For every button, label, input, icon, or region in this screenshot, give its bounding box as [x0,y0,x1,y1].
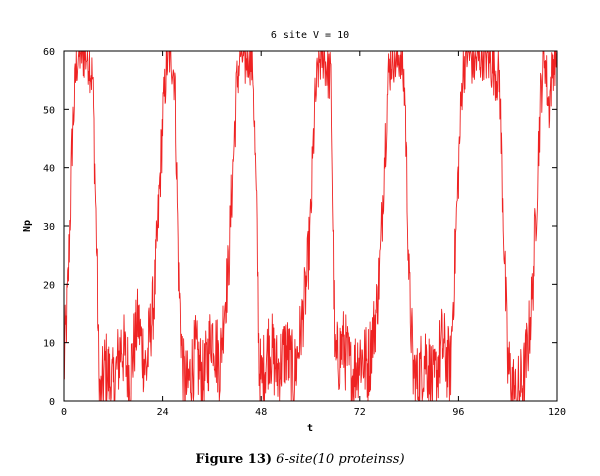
figure-caption: Figure 13) 6-site(10 proteinss) [0,452,600,467]
series-line-group [63,50,558,402]
series-line-0 [63,50,558,402]
y-tick-label: 0 [49,397,55,408]
caption-label: Figure 13) [195,452,273,467]
x-tick-label: 48 [255,407,267,418]
x-tick-label: 0 [61,407,67,418]
x-axis-label: t [307,423,313,434]
y-tick-label: 10 [43,339,55,350]
y-axis: 0 10 20 30 40 50 60 [43,47,557,408]
plot-frame [63,50,558,402]
x-axis: 0 24 48 72 96 120 [61,51,566,418]
x-tick-label: 72 [354,407,366,418]
caption-text: 6-site(10 proteinss) [276,452,405,467]
x-tick-label: 120 [548,407,566,418]
y-tick-label: 60 [43,47,55,58]
x-tick-label: 24 [157,407,169,418]
y-tick-label: 30 [43,222,55,233]
chart: 6 site V = 10 0 24 48 72 96 120 0 10 20 30 40 50 60… [22,30,566,434]
chart-title: 6 site V = 10 [271,30,349,41]
y-tick-label: 50 [43,105,55,116]
y-tick-label: 20 [43,280,55,291]
x-tick-label: 96 [452,407,464,418]
y-tick-label: 40 [43,164,55,175]
y-axis-label: Np [22,220,33,232]
